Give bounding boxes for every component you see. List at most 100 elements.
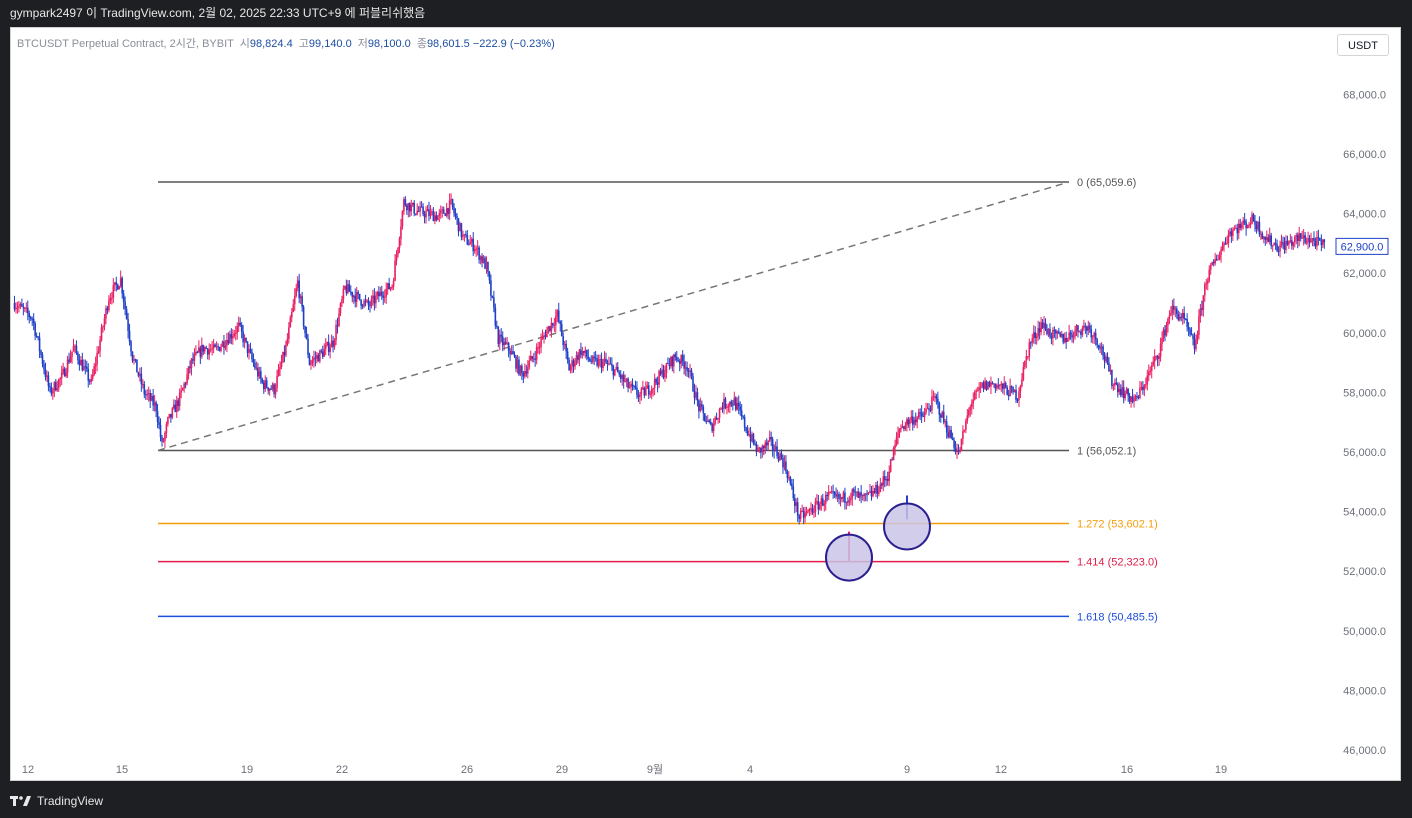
- candle-body: [872, 491, 874, 497]
- candle-body: [1242, 220, 1244, 225]
- candle-body: [341, 299, 343, 304]
- candle-body: [715, 417, 718, 420]
- candle-body: [1240, 224, 1243, 228]
- candle-body: [1257, 221, 1259, 230]
- candle-body: [83, 366, 85, 371]
- candle-body: [1150, 365, 1153, 371]
- candle-body: [913, 419, 916, 425]
- candle-body: [1052, 330, 1054, 339]
- candle-body: [690, 370, 693, 377]
- candle-body: [1091, 336, 1094, 338]
- candle-body: [709, 422, 712, 425]
- candle-body: [509, 350, 511, 355]
- candle-body: [34, 323, 36, 336]
- candle-body: [355, 292, 358, 302]
- candle-body: [615, 366, 618, 370]
- candle-body: [546, 330, 548, 338]
- candle-body: [1211, 261, 1213, 266]
- candle-body: [724, 398, 727, 408]
- candle-body: [608, 363, 610, 365]
- candle-body: [714, 417, 716, 424]
- candle-body: [704, 413, 706, 422]
- candle-body: [1069, 332, 1072, 335]
- candle-body: [22, 306, 25, 309]
- candle-body: [1201, 308, 1203, 310]
- candle-body: [52, 390, 54, 394]
- candle-body: [1202, 295, 1205, 310]
- candle-body: [112, 285, 115, 298]
- candle-body: [1302, 235, 1305, 238]
- candle-body: [706, 420, 709, 422]
- candle-body: [991, 382, 994, 385]
- low-label: 저: [357, 38, 368, 50]
- candle-body: [603, 358, 606, 362]
- candle-body: [1029, 342, 1032, 344]
- candle-body: [851, 489, 854, 499]
- candle-body: [1049, 328, 1051, 337]
- candle-body: [1058, 331, 1060, 334]
- candle-body: [1031, 338, 1034, 343]
- candle-body: [667, 363, 669, 365]
- current-price-label: 62,900.0: [1341, 241, 1384, 253]
- candle-body: [962, 431, 964, 439]
- price-chart[interactable]: 68,000.0 66,000.0 64,000.0 62,000.0 60,000.0…: [11, 28, 1400, 780]
- candle-body: [127, 319, 129, 331]
- candle-body: [881, 483, 883, 486]
- candle-body: [640, 388, 643, 395]
- candle-body: [574, 362, 576, 367]
- candle-body: [1189, 329, 1191, 335]
- candle-body: [732, 404, 734, 406]
- candle-body: [383, 296, 386, 298]
- candle-body: [687, 370, 690, 372]
- chart-frame[interactable]: 68,000.0 66,000.0 64,000.0 62,000.0 60,000.0…: [10, 27, 1401, 781]
- candle-body: [552, 323, 554, 326]
- candle-body: [369, 305, 371, 307]
- y-tick-label: 50,000.0: [1343, 626, 1386, 638]
- candle-body: [409, 203, 411, 212]
- y-tick-label: 56,000.0: [1343, 447, 1386, 459]
- candle-body: [577, 355, 579, 360]
- candle-body: [999, 384, 1001, 387]
- candle-body: [260, 371, 262, 379]
- candle-body: [1237, 223, 1240, 234]
- candle-body: [909, 419, 911, 425]
- candle-body: [839, 497, 842, 500]
- candle-body: [295, 288, 298, 296]
- candle-body: [108, 300, 110, 311]
- candle-body: [1131, 396, 1134, 402]
- candle-body: [1083, 325, 1085, 328]
- candle-body: [616, 366, 619, 373]
- candle-body: [833, 492, 836, 495]
- candle-body: [1146, 375, 1149, 385]
- currency-button[interactable]: USDT: [1337, 34, 1389, 56]
- candle-body: [122, 293, 125, 302]
- candle-body: [1217, 259, 1219, 261]
- candle-body: [1280, 241, 1283, 246]
- candle-body: [863, 495, 865, 497]
- candle-body: [1277, 251, 1280, 253]
- candle-body: [289, 317, 292, 328]
- candle-body: [944, 421, 947, 423]
- candle-body: [121, 277, 123, 294]
- candle-body: [323, 349, 326, 357]
- candle-body: [668, 363, 671, 367]
- candle-body: [469, 242, 472, 245]
- candle-body: [139, 373, 141, 376]
- candle-body: [234, 332, 237, 334]
- candle-body: [261, 378, 264, 383]
- candle-body: [472, 239, 475, 252]
- candle-body: [143, 384, 146, 395]
- candle-body: [621, 375, 623, 379]
- candle-body: [911, 416, 914, 425]
- candle-body: [786, 471, 789, 479]
- candle-body: [1282, 241, 1284, 244]
- candle-body: [115, 282, 118, 285]
- candle-body: [232, 335, 234, 339]
- candle-body: [779, 453, 781, 461]
- candle-body: [246, 341, 249, 354]
- fib-level-label: 0 (65,059.6): [1077, 177, 1136, 189]
- candle-body: [150, 395, 153, 401]
- x-tick-label: 9: [904, 764, 910, 776]
- candle-body: [1059, 333, 1062, 337]
- candle-body: [1021, 379, 1023, 386]
